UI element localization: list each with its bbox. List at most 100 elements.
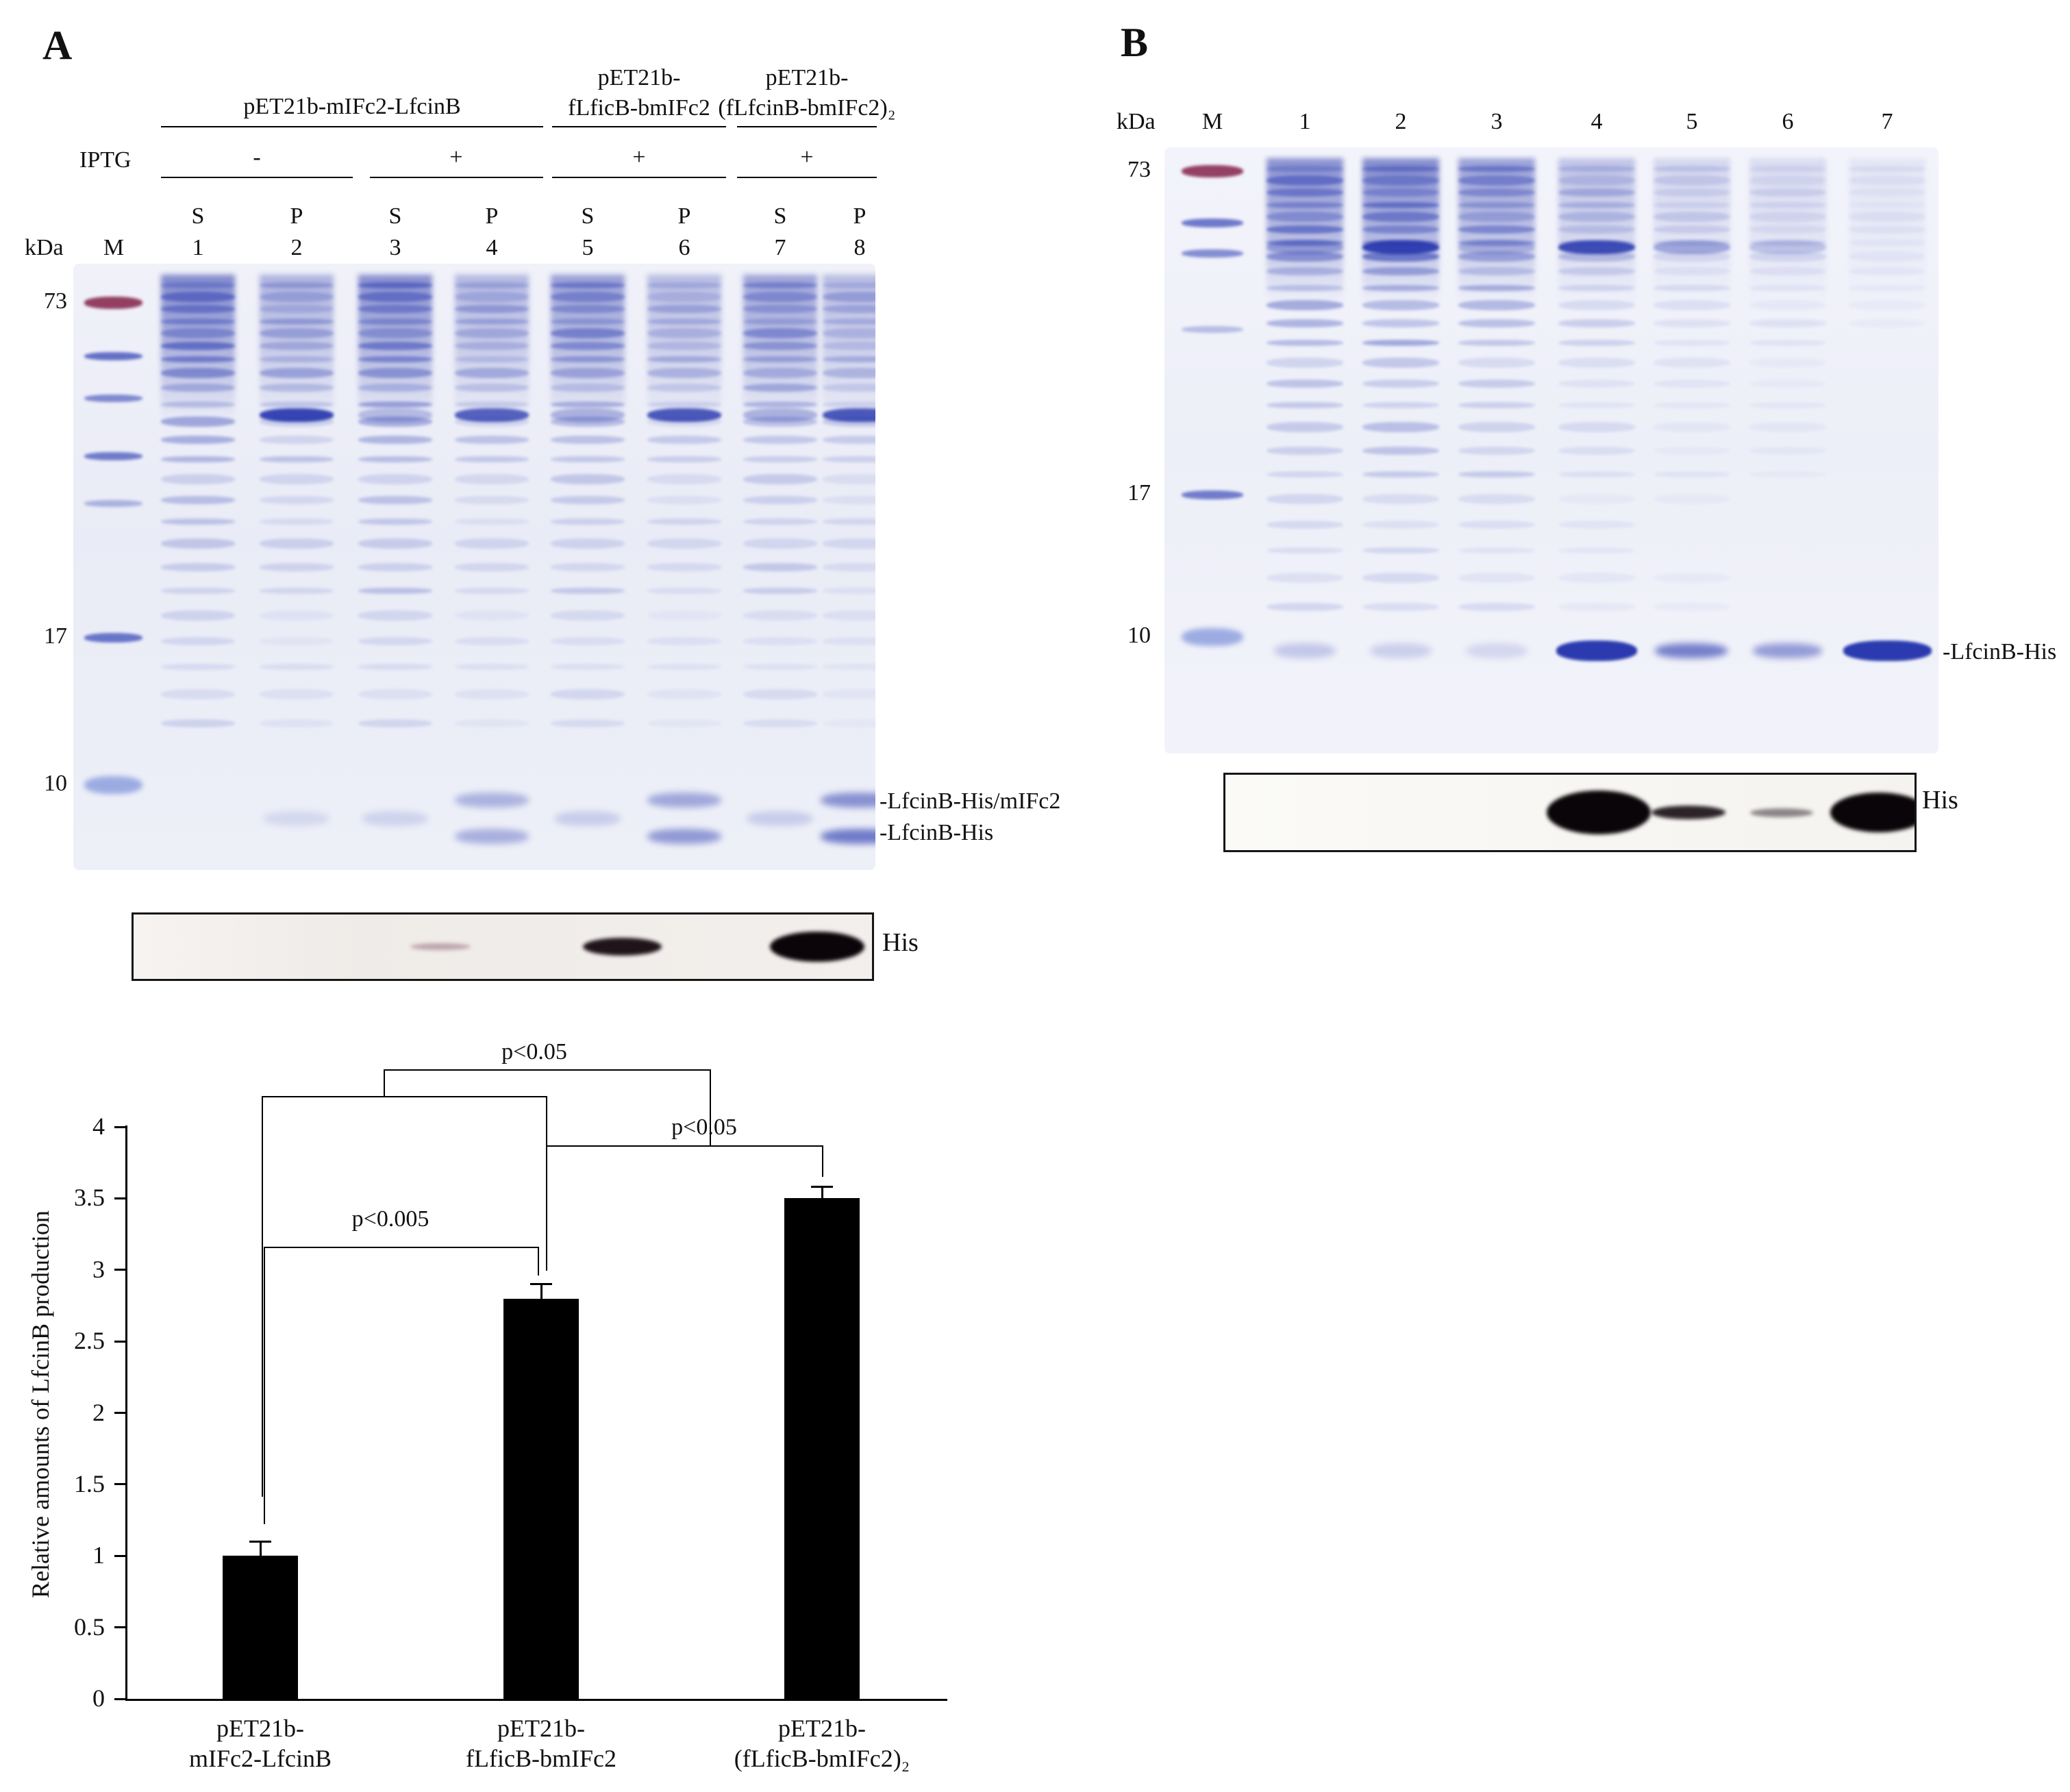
gel-lane-band	[1362, 251, 1439, 262]
gel-lane-band	[1266, 299, 1343, 310]
gel-product-band	[747, 810, 814, 826]
lane-number: 7	[1881, 109, 1893, 134]
chart-tick-label: 0	[92, 1684, 105, 1712]
gel-lane-band	[1362, 401, 1439, 408]
gel-lane-band	[822, 610, 875, 621]
gel-lane-band	[455, 318, 529, 325]
significance-bracket	[384, 1069, 385, 1097]
gel-lane-band	[647, 456, 722, 462]
gel-lane-band	[822, 367, 875, 378]
gel-lane-band	[743, 435, 817, 444]
gel-marker-band	[84, 633, 143, 643]
gel-lane-smear	[1558, 158, 1635, 304]
gel-lane-band	[259, 292, 334, 303]
construct-label-3-line2: (fLfcinB-bmIFc2)₂	[718, 95, 896, 121]
gel-lane-band	[1653, 446, 1730, 455]
gel-lane-band	[160, 719, 235, 727]
gel-lane-band	[160, 435, 235, 444]
gel-lane-band	[160, 496, 235, 505]
gel-lane-band	[1653, 602, 1730, 611]
gel-lane-band	[647, 305, 722, 314]
gel-lane-band	[358, 496, 432, 505]
mw-marker-label: 10	[1127, 623, 1151, 648]
lane-letter: S	[388, 203, 402, 229]
blot-his-label-b: His	[1922, 786, 1958, 814]
gel-lane-band	[259, 416, 334, 427]
gel-product-band	[1273, 643, 1336, 658]
gel-lane-band	[259, 282, 334, 288]
significance-label: p<0.05	[671, 1115, 737, 1140]
gel-marker-band	[84, 296, 143, 309]
gel-lane-band	[647, 496, 722, 505]
gel-product-band	[647, 829, 722, 845]
significance-bracket	[710, 1069, 711, 1145]
gel-lane-band	[550, 401, 625, 408]
gel-lane-band	[358, 416, 432, 427]
gel-lane-band	[1362, 471, 1439, 478]
mw-marker-label: 17	[44, 623, 67, 649]
lane-number: 2	[290, 235, 303, 260]
gel-lane-band	[358, 719, 432, 727]
gel-lane-band	[1362, 422, 1439, 433]
gel-induced-band	[259, 408, 334, 423]
gel-lane-band	[1749, 401, 1826, 408]
chart-bar	[784, 1198, 860, 1699]
gel-lane-band	[358, 318, 432, 325]
gel-lane-band	[647, 636, 722, 645]
gel-lane-band	[743, 636, 817, 645]
gel-lane-band	[1266, 446, 1343, 455]
gel-lane-band	[1558, 339, 1635, 346]
gel-lane-band	[358, 356, 432, 363]
chart-category-label: pET21b-	[778, 1715, 866, 1742]
gel-lane-band	[1653, 379, 1730, 388]
gel-lane-band	[647, 518, 722, 525]
chart-tick-label: 3.5	[74, 1184, 105, 1212]
gel-lane-band	[1458, 493, 1535, 504]
gel-lane-band	[1849, 299, 1926, 310]
chart-tick	[114, 1340, 125, 1343]
gel-lane-band	[259, 562, 334, 571]
gel-lane-band	[1266, 284, 1343, 291]
gel-lane-smear	[822, 274, 875, 421]
gel-lane-band	[1749, 175, 1826, 186]
gel-lane-smear	[358, 274, 432, 421]
gel-marker-band	[84, 451, 143, 460]
gel-lane-band	[822, 688, 875, 699]
gel-induced-band	[647, 408, 722, 423]
gel-lane-band	[1558, 201, 1635, 208]
gel-marker-band	[84, 351, 143, 360]
gel-lane-band	[1749, 379, 1826, 388]
gel-lane-band	[822, 473, 875, 484]
blot-band	[582, 938, 662, 956]
gel-lane-band	[743, 305, 817, 314]
gel-lane-band	[358, 401, 432, 408]
gel-lane-band	[647, 416, 722, 427]
gel-lane-band	[1749, 188, 1826, 197]
gel-lane-band	[455, 664, 529, 670]
gel-lane-band	[1266, 225, 1343, 234]
gel-lane-band	[259, 384, 334, 393]
gel-lane-band	[1558, 240, 1635, 247]
gel-lane-band	[358, 688, 432, 699]
gel-lane-band	[1653, 319, 1730, 327]
gel-lane-band	[1266, 520, 1343, 529]
gel-lane-band	[1266, 201, 1343, 208]
gel-lane-band	[550, 356, 625, 363]
gel-lane-band	[358, 367, 432, 378]
chart-tick	[114, 1483, 125, 1486]
blot-band	[1750, 808, 1813, 817]
significance-bracket	[546, 1145, 547, 1271]
gel-lane-band	[1362, 284, 1439, 291]
gel-lane-band	[1558, 225, 1635, 234]
gel-lane-band	[1458, 319, 1535, 327]
gel-marker-band	[1182, 490, 1244, 499]
gel-lane-band	[1749, 299, 1826, 310]
gel-lane-band	[1653, 165, 1730, 172]
lane-letter: P	[290, 203, 303, 229]
gel-lane-band	[647, 664, 722, 670]
gel-lane-band	[647, 328, 722, 339]
gel-lane-band	[550, 435, 625, 444]
gel-lane-band	[259, 356, 334, 363]
gel-lane-band	[1558, 572, 1635, 583]
gel-lane-band	[1849, 267, 1926, 276]
